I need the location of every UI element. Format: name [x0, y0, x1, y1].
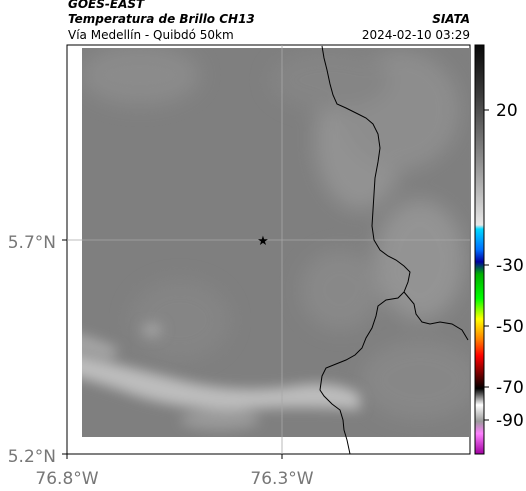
satellite-name: GOES-EAST	[68, 0, 145, 11]
lon-label: 76.8°W	[35, 469, 98, 489]
datetime-label: 2024-02-10 03:29	[361, 28, 470, 42]
product-title: Temperatura de Brillo CH13	[68, 12, 255, 26]
department-border	[319, 45, 469, 455]
axis-ticks	[62, 239, 283, 459]
lat-label: 5.7°N	[8, 233, 56, 253]
colorbar-tick-label: 20	[496, 101, 518, 121]
colorbar-tick-label: -30	[496, 256, 524, 276]
agency-label: SIATA	[432, 12, 470, 26]
colorbar-tick-label: -70	[496, 378, 524, 398]
lon-label: 76.3°W	[250, 469, 313, 489]
colorbar-tick-label: -50	[496, 317, 524, 337]
colorbar-tick-label: -90	[496, 411, 524, 431]
imagery	[82, 48, 469, 437]
star-icon: ★	[257, 234, 269, 249]
lat-label: 5.2°N	[8, 447, 56, 467]
colorbar	[474, 44, 485, 455]
colorbar-ticks	[484, 109, 489, 421]
region-label: Vía Medellín - Quibdó 50km	[68, 28, 234, 42]
